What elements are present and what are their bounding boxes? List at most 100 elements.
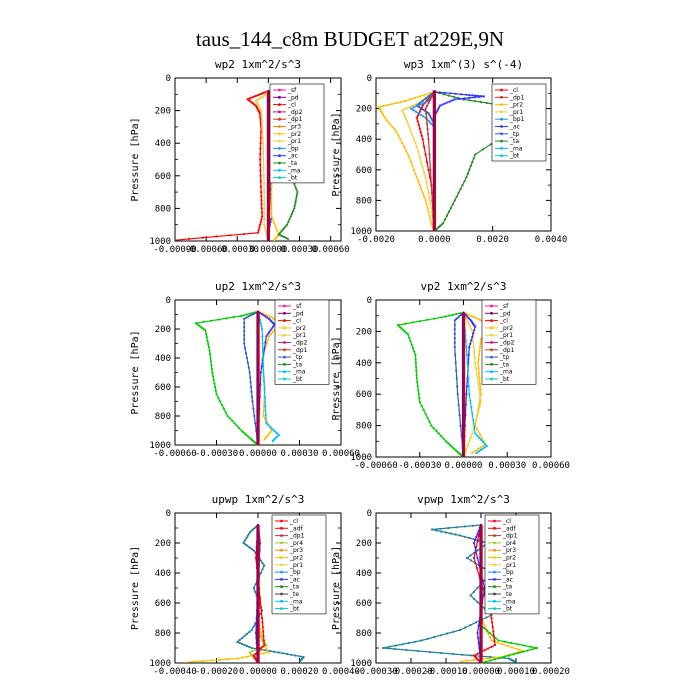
data-point [472,346,475,349]
data-point [406,107,409,110]
data-point [276,230,279,233]
y-tick-label: 600 [356,599,372,609]
data-point [251,548,254,551]
legend-marker [280,526,283,530]
data-point [383,116,386,119]
x-tick-label: 0.00030 [488,461,526,471]
y-axis-label: Pressure [hPa] [130,117,141,201]
data-point [470,406,473,409]
y-tick-label: 800 [155,629,171,639]
legend-label: _dp1 [292,347,308,354]
legend-marker [490,370,493,374]
data-point [192,660,196,663]
data-point [261,335,264,338]
legend-marker [280,585,283,589]
x-tick-label: 0.00040 [322,667,360,677]
data-point [416,385,419,388]
data-point [260,120,263,123]
legend-marker [280,599,283,603]
data-point [417,180,420,183]
y-tick-label: 0 [367,509,372,519]
data-point [259,612,262,615]
data-point [430,424,433,427]
data-point [468,346,471,349]
data-point [211,371,214,374]
data-point [187,237,190,241]
data-point [205,336,208,339]
data-point [248,436,251,439]
y-axis-label: Pressure [hPa] [130,546,141,630]
data-point [472,590,476,593]
data-point [248,312,251,315]
data-point [421,99,424,103]
legend-label: _bt [292,376,303,383]
data-point [471,330,474,333]
data-point [454,361,457,364]
data-point [418,95,421,98]
series-pr1 [462,311,483,458]
data-point [420,134,423,137]
data-point [381,113,384,116]
panel-5: upwp 1xm^2/s^3 Pressure [hPa] 0 200 400 600 80… [130,493,360,677]
data-point [418,102,421,105]
data-point [438,106,441,109]
legend-marker [493,578,496,581]
data-point [464,340,467,343]
data-point [478,394,482,397]
data-point [207,342,210,346]
legend-label: _cl [502,518,511,525]
data-point [270,327,273,330]
data-point [447,314,450,317]
data-point [440,651,443,655]
data-point [446,101,449,104]
data-point [270,215,273,218]
data-point [411,164,414,168]
data-point [464,403,467,406]
data-point [252,95,255,98]
data-point [428,113,431,117]
data-point [512,653,515,656]
data-point [296,191,299,194]
data-point [254,583,257,586]
data-point [451,446,454,449]
x-tick-label: -0.00020 [389,667,432,677]
data-point [410,104,414,108]
legend-marker [278,161,281,165]
data-point [261,136,264,139]
data-point [236,657,239,660]
data-point [238,427,241,430]
data-point [262,150,265,153]
data-point [264,341,267,344]
x-tick-label: -0.00010 [424,667,467,677]
legend-label: _ma [292,369,306,376]
data-point [389,123,392,126]
data-point [478,349,481,353]
data-point [250,653,253,656]
data-point [251,400,254,403]
legend-label: _ac [287,153,298,160]
data-point [294,185,297,188]
series-ta [256,310,280,443]
data-point [451,652,455,656]
data-point [443,102,447,105]
data-point [413,103,416,107]
data-point [474,361,477,364]
data-point [485,629,488,632]
data-point [474,432,477,435]
data-point [243,233,246,236]
data-point [259,223,262,226]
data-point [474,153,477,156]
data-point [497,639,500,642]
data-point [393,647,396,651]
legend-label: _ma [499,369,513,376]
data-point [259,147,262,150]
data-point [414,361,417,364]
data-point [485,101,488,105]
data-point [510,641,513,645]
data-point [473,96,476,99]
data-point [454,533,457,536]
data-point [262,142,265,145]
legend-marker [283,326,286,330]
legend-marker [490,377,493,381]
legend-label: _pd [292,310,304,317]
